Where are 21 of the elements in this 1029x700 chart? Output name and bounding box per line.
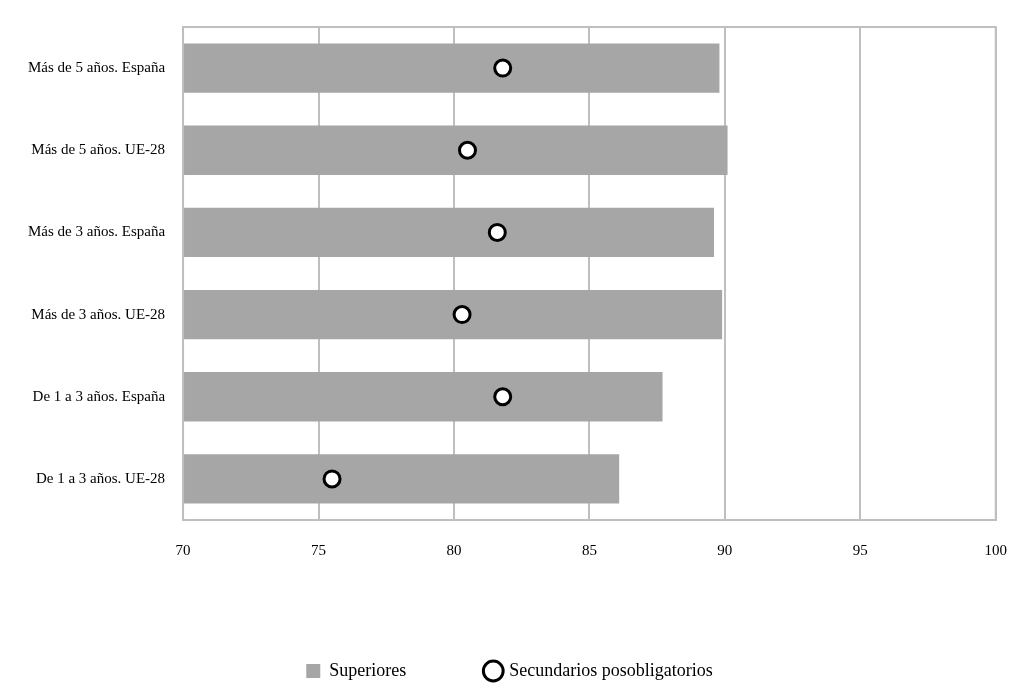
- x-tick-label: 75: [311, 541, 326, 558]
- x-tick-label: 80: [446, 541, 462, 558]
- legend-label: Superiores: [329, 659, 407, 680]
- y-tick-label: Más de 3 años. UE-28: [31, 305, 166, 322]
- point: [487, 222, 507, 242]
- x-tick-label: 70: [175, 541, 191, 558]
- x-tick-label: 100: [984, 541, 1007, 558]
- point: [458, 140, 477, 160]
- legend-label: Secundarios posobligatorios: [509, 659, 713, 680]
- y-tick-label: Más de 3 años. España: [27, 223, 166, 240]
- point: [322, 469, 342, 489]
- point: [493, 387, 513, 407]
- y-tick-label: Más de 5 años. España: [27, 59, 166, 76]
- y-tick-label: De 1 a 3 años. UE-28: [35, 469, 166, 486]
- x-tick-label: 90: [717, 541, 733, 558]
- point: [493, 58, 513, 78]
- x-tick-label: 85: [581, 541, 597, 558]
- point: [452, 305, 472, 325]
- x-tick-label: 95: [852, 541, 868, 558]
- y-tick-label: Más de 5 años. UE-28: [31, 141, 166, 158]
- y-tick-label: De 1 a 3 años. España: [32, 387, 166, 404]
